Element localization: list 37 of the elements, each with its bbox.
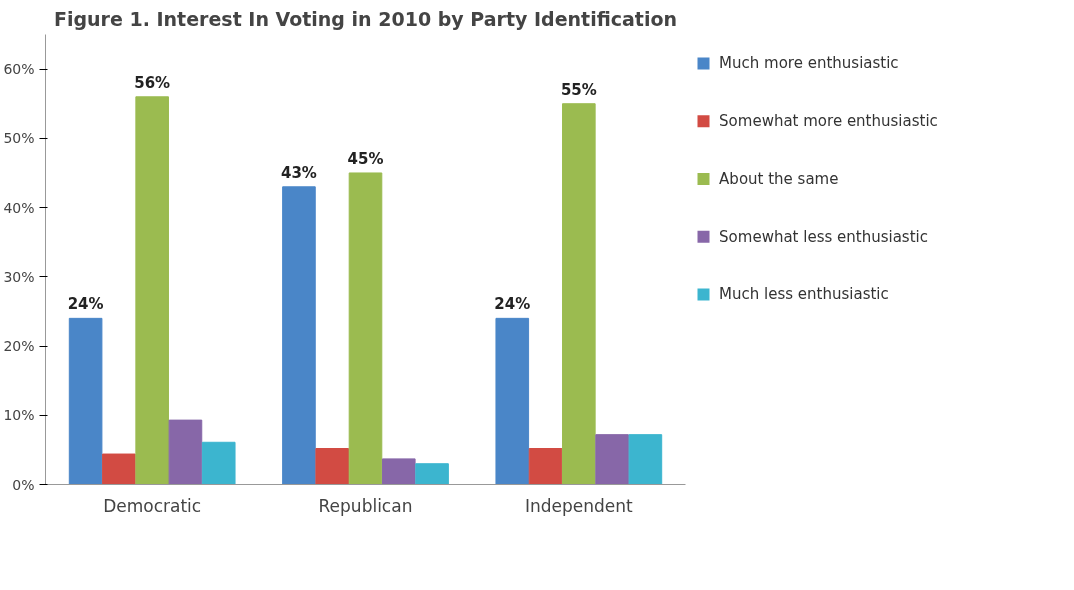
- bar: [595, 434, 629, 485]
- bar: [495, 317, 530, 485]
- data-label: 45%: [347, 149, 384, 168]
- bar: [415, 463, 449, 485]
- bar: [135, 96, 169, 485]
- y-tick-label: 50%: [3, 130, 35, 147]
- data-label: 55%: [560, 80, 597, 99]
- bar: [201, 441, 236, 485]
- legend-label: About the same: [719, 169, 839, 188]
- bar: [628, 434, 663, 485]
- legend-label: Somewhat less enthusiastic: [719, 227, 928, 246]
- data-label: 24%: [494, 295, 531, 314]
- x-tick-label: Independent: [524, 495, 634, 516]
- bar: [528, 448, 563, 485]
- x-tick-label: Democratic: [103, 495, 202, 516]
- bar: [168, 419, 203, 485]
- legend-label: Much more enthusiastic: [719, 54, 899, 73]
- bar: [562, 103, 596, 485]
- legend-label: Somewhat more enthusiastic: [719, 112, 938, 131]
- bar: [315, 448, 350, 485]
- legend-label: Much less enthusiastic: [719, 285, 889, 304]
- bar: [68, 317, 103, 485]
- y-tick-label: 20%: [3, 338, 35, 355]
- bar: [381, 458, 416, 485]
- y-tick-label: 30%: [3, 268, 35, 285]
- x-tick-label: Republican: [318, 495, 413, 516]
- chart-title: Figure 1. Interest In Voting in 2010 by Party Identification: [53, 7, 678, 30]
- bar: [282, 186, 316, 485]
- y-tick-label: 60%: [3, 61, 35, 78]
- data-label: 43%: [280, 163, 317, 182]
- bar: [102, 453, 136, 485]
- y-tick-label: 10%: [3, 407, 35, 424]
- y-tick-label: 0%: [12, 476, 35, 493]
- data-label: 24%: [67, 295, 104, 314]
- y-tick-label: 40%: [3, 199, 35, 216]
- bar: [348, 172, 383, 485]
- data-label: 56%: [134, 73, 171, 92]
